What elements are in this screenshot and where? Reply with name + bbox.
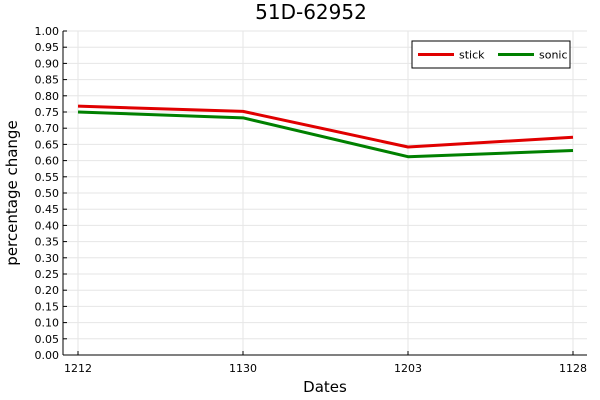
y-tick-label: 0.75	[35, 106, 60, 119]
y-tick-label: 0.45	[35, 203, 60, 216]
y-tick-label: 1.00	[35, 25, 60, 38]
x-tick-label: 1212	[64, 362, 92, 375]
y-tick-label: 0.05	[35, 333, 60, 346]
x-tick-label: 1128	[559, 362, 587, 375]
y-tick-label: 0.80	[35, 90, 60, 103]
legend: stick sonic	[411, 40, 571, 69]
x-tick-label: 1130	[229, 362, 257, 375]
series-line-sonic	[77, 110, 574, 159]
y-tick-label: 0.10	[35, 317, 60, 330]
series-lines	[77, 104, 574, 159]
legend-label-stick: stick	[459, 49, 485, 62]
y-tick-label: 0.95	[35, 41, 60, 54]
series-line-stick	[77, 104, 574, 149]
y-tick-label: 0.35	[35, 236, 60, 249]
y-tick-label: 0.70	[35, 122, 60, 135]
x-axis-label: Dates	[303, 378, 347, 396]
y-tick-label: 0.00	[35, 349, 60, 362]
y-ticks: 0.00 0.05 0.10 0.15 0.20 0.25 0.30 0.35 0.40 0.45…	[35, 25, 67, 362]
y-tick-label: 0.60	[35, 155, 60, 168]
y-tick-label: 0.65	[35, 138, 60, 151]
x-ticks: 1212 1130 1203 1128	[64, 351, 587, 375]
y-tick-label: 0.15	[35, 300, 60, 313]
y-axis-label: percentage change	[3, 120, 21, 265]
y-tick-label: 0.25	[35, 268, 60, 281]
y-tick-label: 0.50	[35, 187, 60, 200]
grid	[63, 30, 587, 356]
y-tick-label: 0.40	[35, 219, 60, 232]
y-tick-label: 0.55	[35, 171, 60, 184]
y-tick-label: 0.85	[35, 74, 60, 87]
chart-title: 51D-62952	[255, 0, 367, 24]
x-tick-label: 1203	[394, 362, 422, 375]
y-tick-label: 0.30	[35, 252, 60, 265]
y-tick-label: 0.20	[35, 284, 60, 297]
legend-label-sonic: sonic	[539, 49, 568, 62]
y-tick-label: 0.90	[35, 57, 60, 70]
